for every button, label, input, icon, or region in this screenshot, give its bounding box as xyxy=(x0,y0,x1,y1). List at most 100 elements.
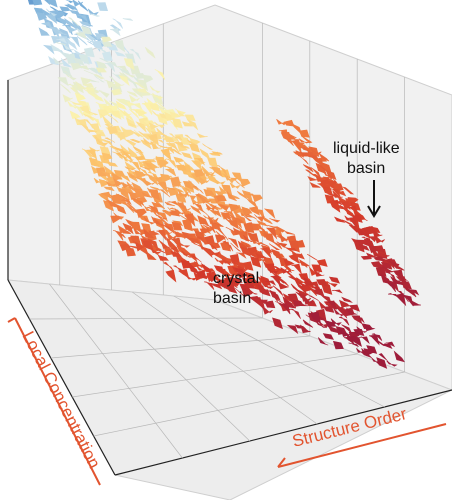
structure-order-arrow xyxy=(277,423,447,468)
floor-gridline xyxy=(72,353,358,398)
surface-cell xyxy=(53,57,64,65)
surface-cell xyxy=(325,320,337,328)
surface-cell xyxy=(232,227,244,235)
surface-cell xyxy=(385,280,396,293)
surface-cell xyxy=(328,276,341,284)
surface-cell xyxy=(79,21,91,28)
surface-cell xyxy=(202,143,213,150)
surface-cell xyxy=(228,237,239,248)
surface-cell xyxy=(141,191,153,198)
surface-cell xyxy=(170,250,182,257)
surface-cell xyxy=(160,241,172,249)
surface-cell xyxy=(84,119,96,130)
surface-cell xyxy=(175,164,187,171)
surface-cell xyxy=(97,139,109,146)
surface-cell xyxy=(169,111,181,119)
surface-cell xyxy=(190,205,202,215)
surface-cell xyxy=(256,220,269,227)
surface-cell xyxy=(80,77,92,86)
surface-cell xyxy=(156,230,167,241)
crystal-basin-line2: basin xyxy=(213,290,251,307)
surface-cell xyxy=(121,181,132,189)
surface-cell xyxy=(164,201,175,207)
surface-cell xyxy=(102,116,114,127)
surface-cell xyxy=(96,60,108,70)
surface-cell xyxy=(267,268,279,275)
surface-cell xyxy=(408,289,420,296)
surface-cell xyxy=(178,144,190,149)
surface-cell xyxy=(383,266,394,273)
surface-cell xyxy=(240,246,252,257)
surface-cell xyxy=(122,222,134,235)
surface-cell xyxy=(180,185,192,194)
liquid-basin-line1: liquid-like xyxy=(333,140,400,157)
surface-cell xyxy=(342,186,355,195)
surface-cell xyxy=(79,105,91,115)
surface-cell xyxy=(94,32,106,40)
surface-cell xyxy=(170,176,181,188)
surface-cell xyxy=(47,0,58,8)
surface-cell xyxy=(79,123,90,134)
surface-cell xyxy=(95,67,107,73)
surface-cell xyxy=(123,58,135,71)
surface-cell xyxy=(119,72,130,80)
surface-cell xyxy=(165,187,176,191)
surface-cell xyxy=(348,304,361,312)
surface-cell xyxy=(211,151,223,155)
surface-cell xyxy=(194,261,206,269)
surface-cell xyxy=(190,255,202,263)
surface-cell xyxy=(251,194,263,203)
surface-cell xyxy=(226,191,237,202)
surface-cell xyxy=(56,28,67,35)
surface-cell xyxy=(311,264,323,273)
surface-cell xyxy=(251,237,263,246)
surface-cell xyxy=(134,155,146,161)
surface-cell xyxy=(72,104,84,117)
surface-cell xyxy=(301,135,313,144)
surface-cell xyxy=(260,275,272,286)
surface-cell xyxy=(264,300,276,309)
surface-cell xyxy=(160,148,172,161)
surface-cell xyxy=(198,175,210,185)
surface-cell xyxy=(307,253,318,261)
surface-cell xyxy=(109,28,121,37)
surface-cell xyxy=(65,0,74,3)
surface-cell xyxy=(87,110,98,116)
surface-cell xyxy=(373,256,385,262)
surface-cell xyxy=(46,13,58,25)
surface-cell xyxy=(308,295,319,301)
surface-cell xyxy=(381,343,393,349)
surface-cell xyxy=(118,74,130,87)
surface-cell xyxy=(316,259,328,267)
surface-cell xyxy=(178,185,189,197)
surface-cell xyxy=(134,170,146,178)
surface-cell xyxy=(130,161,141,172)
surface-cell xyxy=(144,179,156,186)
surface-cell xyxy=(100,191,112,199)
surface-cell xyxy=(78,54,90,65)
surface-cell xyxy=(273,226,286,233)
surface-cell xyxy=(168,142,180,153)
surface-cell xyxy=(327,281,338,288)
surface-cell xyxy=(246,213,257,220)
surface-cell xyxy=(76,35,88,46)
surface-cell xyxy=(205,203,217,211)
surface-cell xyxy=(403,294,414,307)
liquid-basin-label: liquid-like basin xyxy=(333,140,404,177)
surface-cell xyxy=(108,100,120,111)
surface-cell xyxy=(271,241,283,250)
surface-cell xyxy=(99,146,111,155)
surface-cell xyxy=(331,289,343,294)
surface-cell xyxy=(107,61,118,69)
surface-cell xyxy=(69,110,81,119)
surface-cell xyxy=(122,155,134,163)
surface-cell xyxy=(339,316,350,326)
surface-cell xyxy=(32,0,43,6)
surface-cell xyxy=(194,158,205,166)
surface-cell xyxy=(155,248,167,254)
surface-cell xyxy=(139,165,151,170)
surface-cell xyxy=(157,255,169,261)
surface-cell xyxy=(42,44,55,55)
surface-cell xyxy=(247,287,258,295)
surface-cell xyxy=(243,222,255,233)
